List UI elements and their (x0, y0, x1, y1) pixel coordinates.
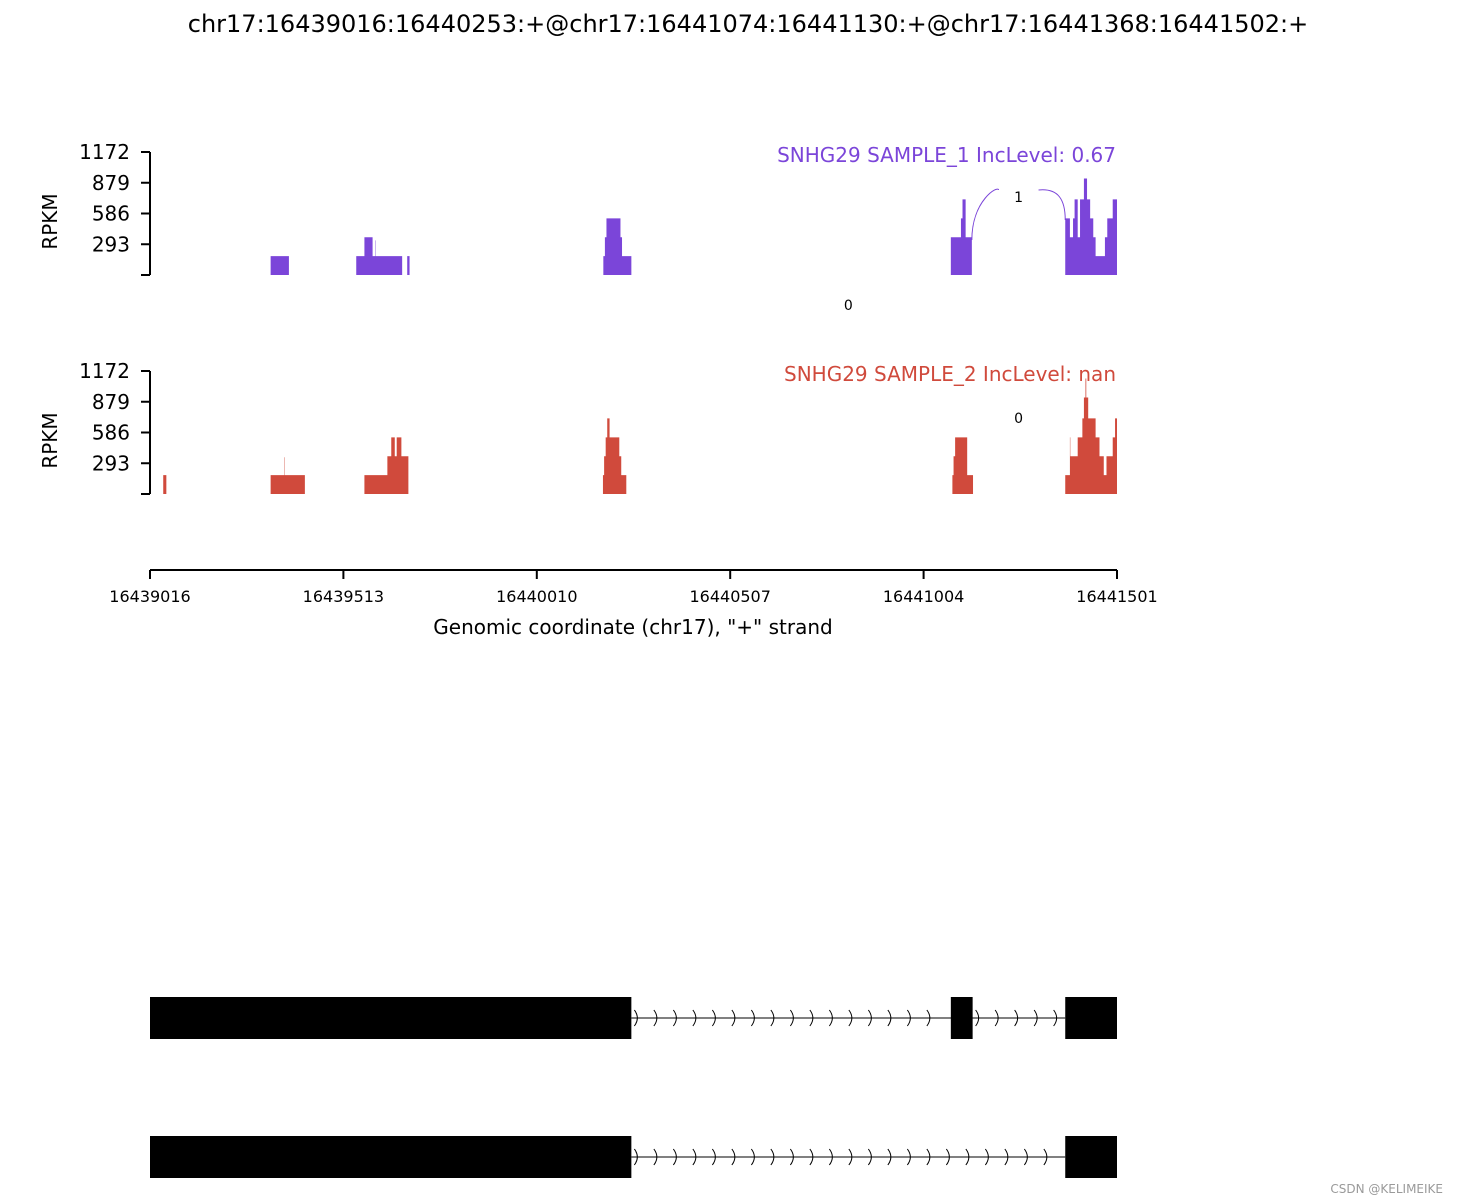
strand-chevron (1023, 1148, 1028, 1166)
coverage-area (1065, 178, 1117, 275)
x-axis-label: Genomic coordinate (chr17), "+" strand (433, 615, 832, 639)
strand-chevron (809, 1148, 814, 1166)
strand-chevron (711, 1009, 716, 1027)
y-tick-label: 1172 (79, 140, 130, 164)
exon-block (1065, 1136, 1117, 1178)
exon-block (1065, 997, 1117, 1039)
coverage-area (1065, 378, 1117, 494)
strand-chevron (653, 1009, 658, 1027)
strand-chevron (984, 1148, 989, 1166)
genomic-x-axis: 16439016 16439513 16440010 16440507 16441004… (109, 569, 1158, 606)
junction-count: 0 (844, 298, 853, 314)
strand-chevron (994, 1009, 999, 1027)
coverage-area (364, 437, 409, 494)
strand-chevron (906, 1148, 911, 1166)
strand-chevron (750, 1009, 755, 1027)
strand-chevron (867, 1148, 872, 1166)
strand-chevron (867, 1009, 872, 1027)
exon-block (150, 1136, 632, 1178)
strand-chevron (975, 1009, 980, 1027)
strand-chevron (711, 1148, 716, 1166)
strand-chevron (1053, 1009, 1058, 1027)
strand-chevron (692, 1148, 697, 1166)
sample-name: SNHG29 SAMPLE_1 IncLevel: 0.67 (777, 143, 1116, 167)
y-tick-label: 879 (92, 390, 130, 414)
y-axis-label: RPKM (38, 412, 62, 468)
coverage-area (603, 218, 632, 275)
x-tick-label: 16441004 (883, 587, 964, 606)
strand-chevron (770, 1148, 775, 1166)
sample-name: SNHG29 SAMPLE_2 IncLevel: nan (784, 362, 1116, 386)
strand-chevron (731, 1148, 736, 1166)
coverage-area (356, 237, 403, 275)
y-tick-label: 879 (92, 171, 130, 195)
strand-chevron (848, 1148, 853, 1166)
coverage-area (952, 437, 974, 494)
y-tick-label: 1172 (79, 359, 130, 383)
strand-chevron (672, 1009, 677, 1027)
y-tick-label: 293 (92, 232, 130, 256)
figure-title: chr17:16439016:16440253:+@chr17:16441074… (188, 10, 1308, 38)
gene-models (150, 997, 1117, 1178)
exon-block (150, 997, 632, 1039)
coverage-area (602, 418, 627, 494)
strand-chevron (770, 1009, 775, 1027)
exon-block (950, 997, 973, 1039)
sample-2-panel: 1172 879 586 293 RPKM SNHG29 SAMPLE_2 IncLeve… (38, 359, 1117, 495)
junction-count: 0 (1014, 411, 1023, 427)
x-tick-label: 16440507 (689, 587, 770, 606)
coverage-area (950, 199, 972, 275)
strand-chevron (887, 1009, 892, 1027)
y-tick-label: 586 (92, 202, 130, 226)
strand-chevron (633, 1009, 638, 1027)
strand-chevron (731, 1009, 736, 1027)
strand-chevron (1004, 1148, 1009, 1166)
coverage-area (163, 475, 167, 494)
coverage-area (407, 256, 410, 275)
sample-1-panel: 1172 879 586 293 RPKM SNHG29 SAMPLE_1 IncLeve… (38, 140, 1117, 314)
strand-chevron (848, 1009, 853, 1027)
y-tick-label: 586 (92, 421, 130, 445)
strand-chevron (926, 1009, 931, 1027)
x-tick-label: 16439016 (109, 587, 190, 606)
strand-chevron (965, 1148, 970, 1166)
junction-count: 1 (1014, 190, 1023, 206)
strand-chevron (789, 1009, 794, 1027)
strand-chevron (828, 1009, 833, 1027)
strand-chevron (633, 1148, 638, 1166)
coverage-area (270, 457, 305, 494)
watermark: CSDN @KELIMEIKE (1330, 1182, 1443, 1196)
strand-chevron (926, 1148, 931, 1166)
strand-chevron (906, 1009, 911, 1027)
x-tick-label: 16441501 (1076, 587, 1157, 606)
strand-chevron (809, 1009, 814, 1027)
strand-chevron (750, 1148, 755, 1166)
junction-arc (1038, 189, 1066, 221)
x-tick-label: 16440010 (496, 587, 577, 606)
y-axis-label: RPKM (38, 193, 62, 249)
junction-arc (971, 188, 1000, 241)
strand-chevron (672, 1148, 677, 1166)
strand-chevron (653, 1148, 658, 1166)
strand-chevron (1033, 1009, 1038, 1027)
strand-chevron (1043, 1148, 1048, 1166)
strand-chevron (789, 1148, 794, 1166)
strand-chevron (945, 1148, 950, 1166)
strand-chevron (887, 1148, 892, 1166)
x-tick-label: 16439513 (303, 587, 384, 606)
y-tick-label: 293 (92, 451, 130, 475)
strand-chevron (1014, 1009, 1019, 1027)
coverage-area (270, 256, 289, 275)
strand-chevron (692, 1009, 697, 1027)
strand-chevron (828, 1148, 833, 1166)
